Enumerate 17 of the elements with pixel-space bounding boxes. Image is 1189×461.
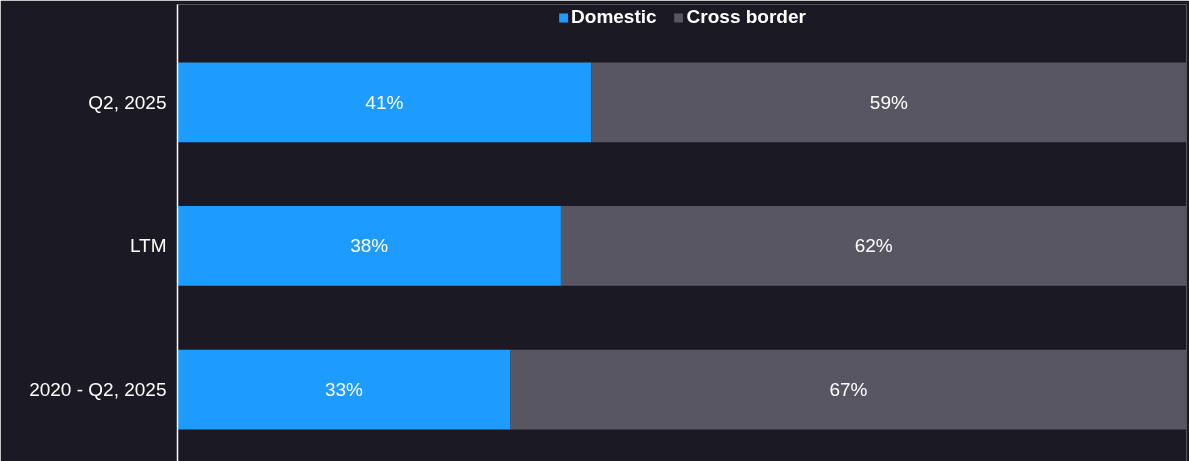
bar	[177, 62, 592, 143]
data-label: 41%	[365, 91, 404, 113]
bar	[177, 349, 511, 430]
data-label: 62%	[854, 235, 893, 257]
bar	[560, 206, 1187, 286]
data-label: 38%	[350, 235, 389, 257]
data-label: 59%	[869, 91, 908, 113]
bar	[591, 62, 1187, 143]
y-tick-label: 2020 - Q2, 2025	[29, 379, 167, 401]
legend-label: Domestic	[571, 6, 657, 28]
y-tick-label: LTM	[129, 235, 167, 257]
legend-label: Cross border	[686, 6, 806, 28]
bar	[510, 349, 1187, 430]
y-tick-label: Q2, 2025	[88, 91, 167, 113]
bar	[177, 206, 561, 286]
data-label: 67%	[829, 379, 868, 401]
data-label: 33%	[324, 379, 364, 401]
